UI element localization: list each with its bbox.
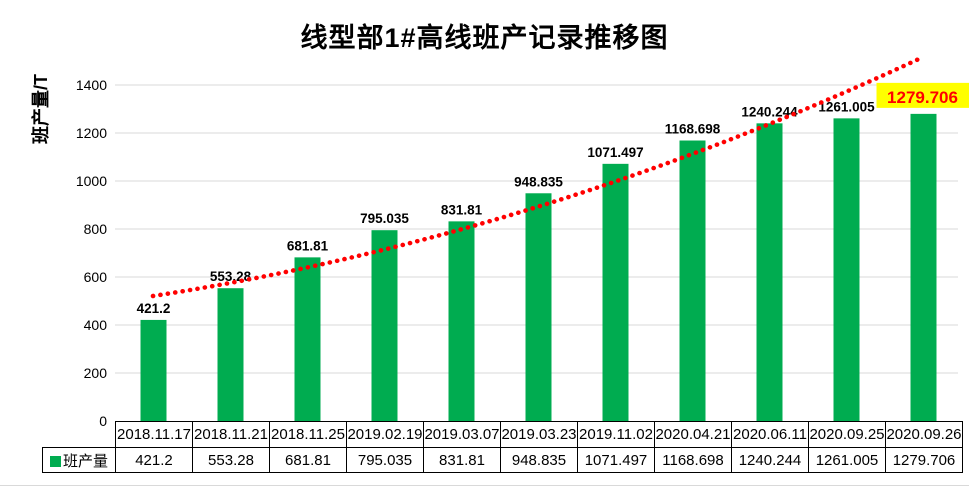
bar-value-label: 1240.244	[741, 104, 798, 119]
date-cell: 2020.06.11	[731, 421, 809, 448]
y-tick-label: 0	[99, 413, 107, 429]
date-cell: 2018.11.21	[192, 421, 270, 448]
bar-value-label: 681.81	[287, 238, 329, 253]
bar[interactable]	[833, 118, 860, 422]
value-cell: 948.835	[500, 447, 578, 473]
bar[interactable]	[448, 221, 475, 421]
value-cell: 795.035	[346, 447, 424, 473]
data-table: 2018.11.17 2018.11.21 2018.11.25 2019.02.19…	[42, 421, 963, 473]
date-cell: 2020.09.25	[808, 421, 886, 448]
highlighted-value-background	[876, 82, 969, 108]
bar-value-label: 948.835	[514, 174, 563, 189]
bar[interactable]	[910, 113, 937, 422]
bar-value-label: 1071.497	[587, 145, 643, 160]
date-header-row: 2018.11.17 2018.11.21 2018.11.25 2019.02.19…	[43, 421, 963, 448]
bar[interactable]	[602, 163, 629, 422]
date-cell: 2020.09.26	[885, 421, 963, 448]
y-tick-label: 400	[84, 317, 108, 333]
value-cell: 681.81	[269, 447, 347, 473]
legend-series-label: 班产量	[62, 452, 108, 470]
bar-value-label: 831.81	[441, 202, 483, 217]
y-tick-label: 1000	[76, 173, 107, 189]
bar[interactable]	[217, 288, 244, 421]
y-tick-label: 600	[84, 269, 108, 285]
bottom-divider	[0, 485, 969, 486]
bar[interactable]	[756, 123, 783, 422]
bar[interactable]	[371, 230, 398, 421]
value-cell: 1168.698	[654, 447, 732, 473]
bar[interactable]	[679, 140, 706, 421]
value-cell: 553.28	[192, 447, 270, 473]
value-row: 班产量 421.2 553.28 681.81 795.035 831.81 948.83…	[42, 447, 963, 473]
bar-value-label: 1261.005	[818, 99, 875, 114]
value-cell: 1279.706	[885, 447, 963, 473]
bar-value-label: 553.28	[210, 269, 252, 284]
bar[interactable]	[294, 257, 321, 421]
value-cell: 1240.244	[731, 447, 809, 473]
bar-value-label: 1168.698	[665, 122, 721, 137]
value-cell: 421.2	[115, 447, 193, 473]
y-tick-label: 200	[84, 365, 108, 381]
legend-swatch-icon	[49, 455, 61, 467]
legend-item: 班产量	[42, 447, 116, 473]
bar-value-label: 421.2	[137, 301, 171, 316]
bar-value-label: 795.035	[360, 211, 409, 226]
value-cell: 1071.497	[577, 447, 655, 473]
value-cell: 831.81	[423, 447, 501, 473]
bar[interactable]	[140, 319, 167, 421]
date-cell: 2019.11.02	[577, 421, 655, 448]
y-tick-label: 1400	[76, 77, 107, 93]
date-cell: 2019.02.19	[346, 421, 424, 448]
y-tick-label: 1200	[76, 125, 107, 141]
trendline[interactable]	[150, 55, 924, 299]
bar[interactable]	[525, 193, 552, 421]
date-cell: 2018.11.17	[115, 421, 193, 448]
table-corner-cell	[43, 422, 116, 448]
date-cell: 2019.03.07	[423, 421, 501, 448]
date-cell: 2019.03.23	[500, 421, 578, 448]
y-tick-label: 800	[84, 221, 108, 237]
chart-title: 线型部1#高线班产记录推移图	[300, 23, 669, 53]
date-cell: 2020.04.21	[654, 421, 732, 448]
bar-value-label-highlighted: 1279.706	[887, 88, 958, 107]
date-cell: 2018.11.25	[269, 421, 347, 448]
value-cell: 1261.005	[808, 447, 886, 473]
